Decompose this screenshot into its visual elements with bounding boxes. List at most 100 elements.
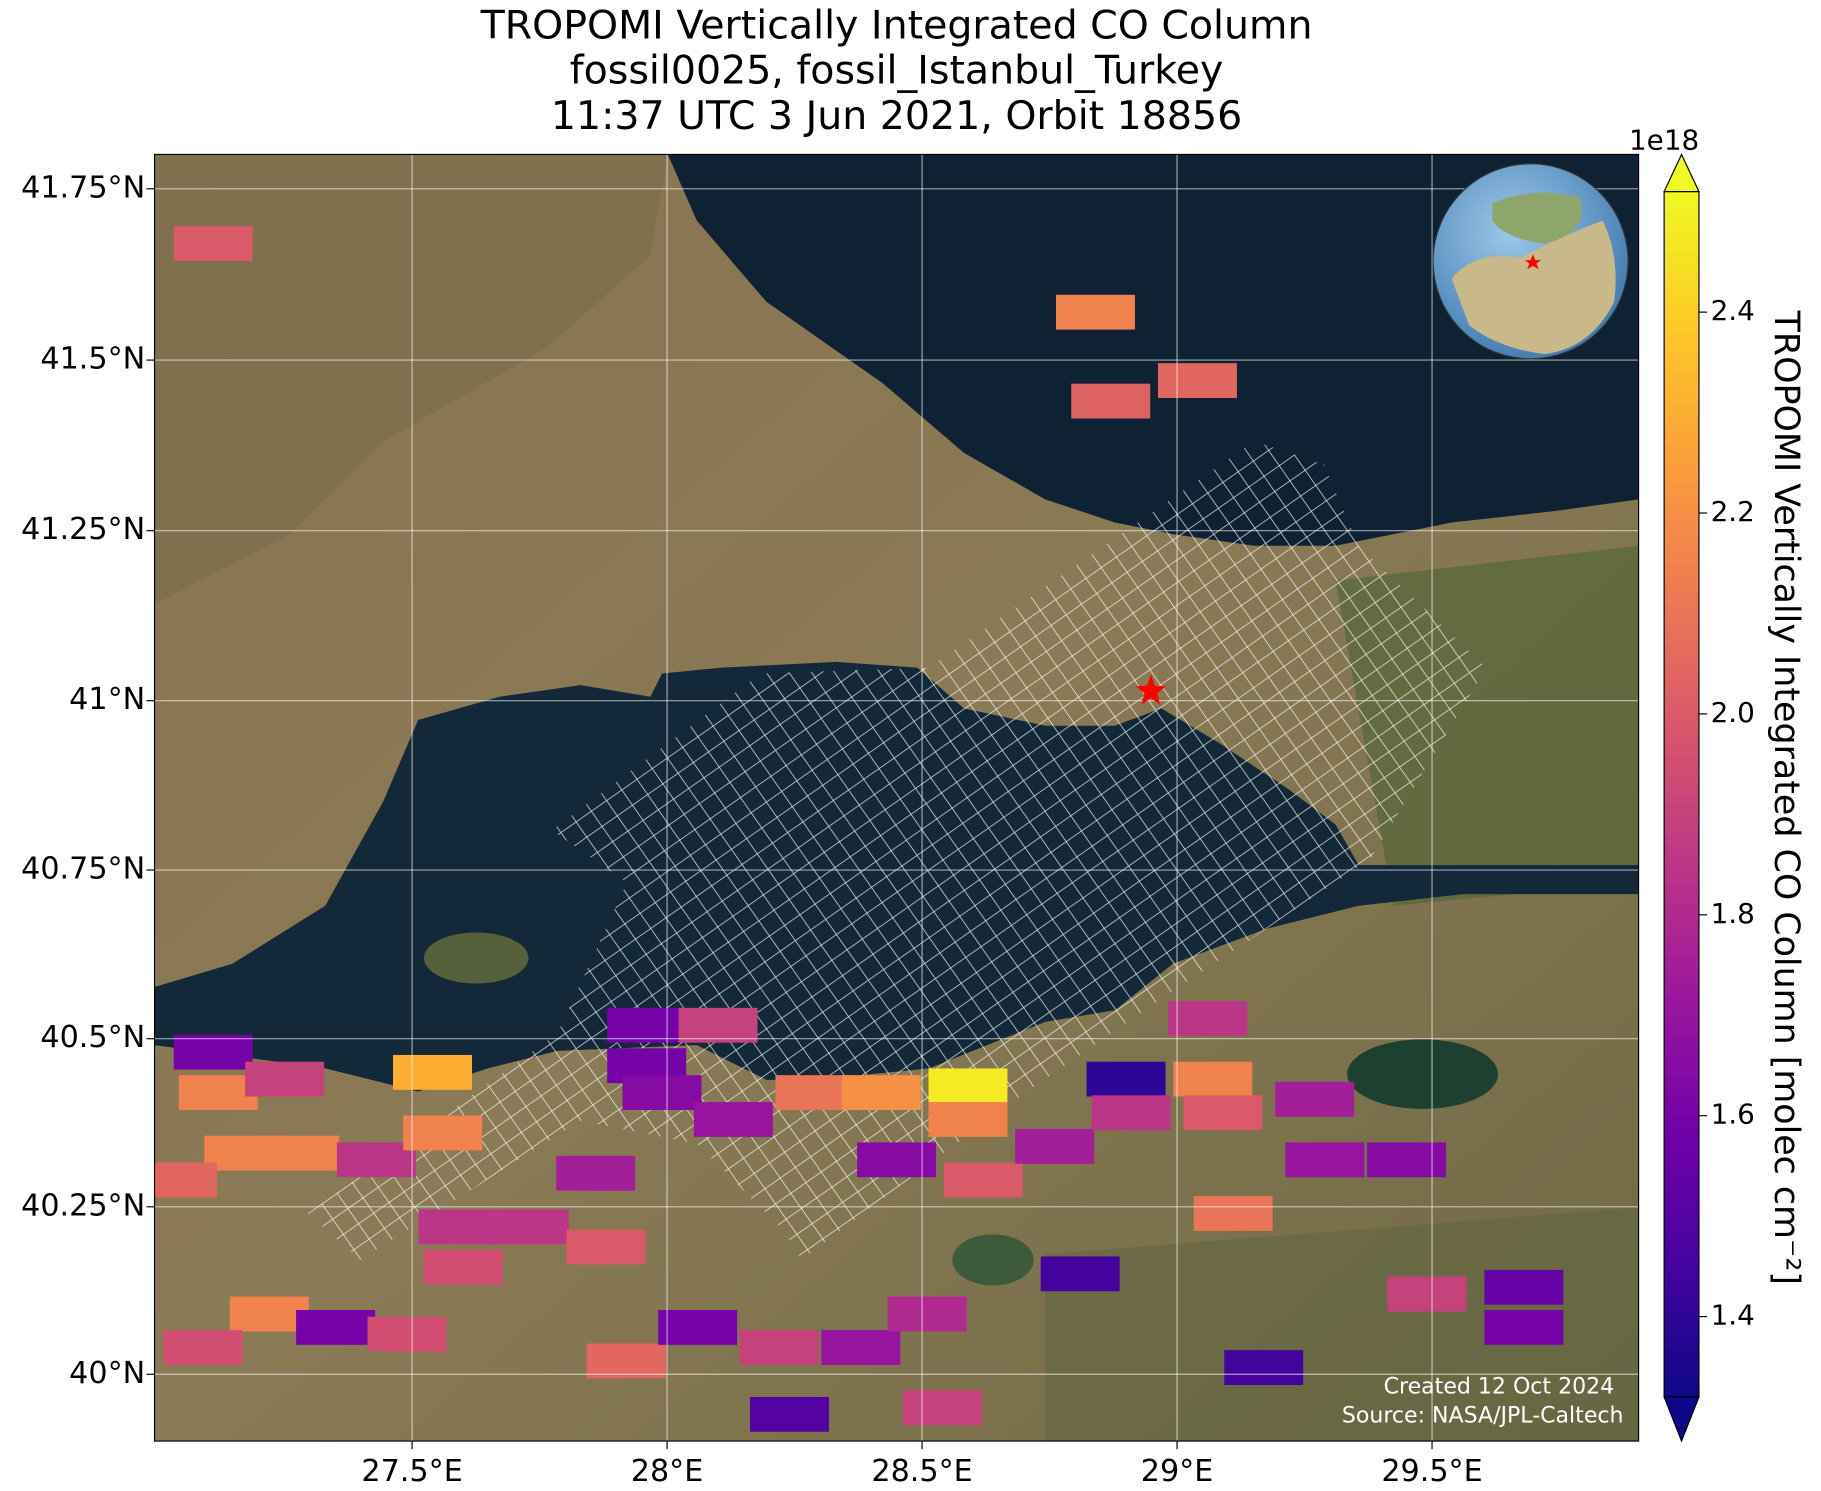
grid: [154, 154, 1639, 1442]
co-cell: [1168, 1001, 1248, 1036]
colorbar-swatch: [1664, 754, 1699, 765]
co-cell: [928, 1102, 1008, 1137]
colorbar-swatch: [1664, 1326, 1699, 1338]
colorbar-swatch: [1664, 302, 1699, 313]
co-cell: [1484, 1310, 1564, 1345]
co-cell: [1193, 1196, 1273, 1231]
colorbar-swatch: [1664, 914, 1699, 926]
colorbar-swatch: [1664, 623, 1699, 635]
colorbar-swatch: [1664, 1366, 1699, 1378]
x-tick-label: 29.5°E: [1381, 1454, 1482, 1489]
co-cell: [178, 1075, 258, 1110]
co-cell: [1086, 1061, 1166, 1097]
co-cell: [586, 1343, 666, 1379]
colorbar-swatch: [1664, 1095, 1699, 1107]
basemap: [154, 154, 1639, 1442]
colorbar-swatch: [1664, 824, 1699, 836]
colorbar-swatch: [1664, 1286, 1699, 1298]
colorbar-swatch: [1664, 1236, 1699, 1247]
co-cell: [1091, 1095, 1171, 1131]
colorbar-swatch: [1664, 613, 1699, 625]
colorbar-swatch: [1664, 402, 1699, 414]
colorbar-swatch: [1664, 412, 1699, 424]
forest: [154, 154, 668, 604]
colorbar-swatch: [1664, 332, 1699, 343]
colorbar-swatch: [1664, 1005, 1699, 1016]
colorbar-swatch: [1664, 1065, 1699, 1077]
co-cell: [1183, 1095, 1263, 1131]
co-cell: [336, 1142, 416, 1178]
colorbar-swatch: [1664, 1196, 1699, 1207]
colorbar-swatch: [1664, 492, 1699, 504]
colorbar-tick-label: 1.4: [1711, 1299, 1755, 1332]
globe-land: [1451, 220, 1616, 355]
colorbar-swatch: [1664, 1276, 1699, 1288]
inset-globe: [1432, 163, 1629, 360]
y-tick-label: 41.75°N: [21, 170, 145, 205]
colorbar-swatch: [1664, 934, 1699, 946]
globe-site-marker: [1524, 254, 1542, 270]
colorbar: 1.4 1.6 1.8 2.0 2.2 2.4: [1663, 153, 1755, 1443]
co-cell: [678, 1007, 758, 1043]
x-tick-label: 28.5°E: [871, 1454, 972, 1489]
colorbar-swatch: [1664, 1105, 1699, 1117]
lake: [1347, 1039, 1499, 1109]
colorbar-swatch: [1664, 744, 1699, 755]
colorbar-swatch: [1664, 282, 1699, 293]
colorbar-swatch: [1664, 583, 1699, 595]
colorbar-swatch: [1664, 764, 1699, 775]
co-cell: [173, 1034, 253, 1070]
y-tick-label: 40.75°N: [21, 852, 145, 887]
colorbar-swatch: [1664, 1186, 1699, 1197]
colorbar-extend: [1663, 153, 1700, 193]
colorbar-swatch: [1664, 603, 1699, 615]
colorbar-swatch: [1664, 312, 1699, 323]
colorbar-swatch: [1664, 854, 1699, 866]
colorbar-swatch: [1664, 1115, 1699, 1127]
colorbar-swatch: [1664, 1035, 1699, 1047]
colorbar-swatch: [1664, 643, 1699, 655]
black-sea: [667, 154, 1639, 546]
colorbar-swatch: [1664, 543, 1699, 554]
colorbar-swatch: [1664, 292, 1699, 303]
colorbar-swatch: [1664, 874, 1699, 886]
colorbar-swatch: [1664, 1045, 1699, 1057]
colorbar-swatch: [1664, 1316, 1699, 1328]
co-cell: [841, 1075, 921, 1110]
co-cell: [423, 1249, 503, 1285]
cells: [154, 226, 1564, 1432]
co-cell: [1157, 363, 1237, 399]
colorbar-swatch: [1664, 1135, 1699, 1147]
co-cell: [1015, 1128, 1095, 1164]
colorbar-swatch: [1664, 352, 1699, 364]
x-tick-label: 28°E: [631, 1454, 704, 1489]
co-cell: [163, 1330, 243, 1365]
colorbar-tick-label: 2.4: [1711, 294, 1755, 327]
colorbar-swatch: [1664, 884, 1699, 896]
colorbar-swatch: [1664, 734, 1699, 745]
x-tick-label: 29°E: [1141, 1454, 1214, 1489]
colorbar-swatch: [1664, 231, 1699, 243]
colorbar-swatch: [1664, 864, 1699, 876]
colorbar-swatch: [1664, 1356, 1699, 1368]
y-tick-label: 41°N: [69, 682, 145, 717]
title-line: fossil0025, fossil_Istanbul_Turkey: [570, 48, 1224, 94]
colorbar-swatch: [1664, 1226, 1699, 1237]
colorbar-swatch: [1664, 513, 1699, 524]
colorbar-swatch: [1664, 1125, 1699, 1137]
colorbar-extend: [1663, 1396, 1700, 1443]
co-cell: [1484, 1269, 1564, 1305]
colorbar-swatch: [1664, 894, 1699, 906]
co-cell: [902, 1390, 982, 1426]
colorbar-swatch: [1664, 221, 1699, 233]
colorbar-swatch: [1664, 663, 1699, 675]
colorbar-swatch: [1664, 472, 1699, 484]
colorbar-swatch: [1664, 271, 1699, 283]
lake: [952, 1234, 1034, 1286]
colorbar-tick-label: 1.6: [1711, 1098, 1755, 1131]
co-cell: [1387, 1276, 1467, 1312]
co-cell: [1173, 1061, 1253, 1097]
co-cell: [489, 1209, 569, 1245]
co-cell: [403, 1115, 483, 1151]
